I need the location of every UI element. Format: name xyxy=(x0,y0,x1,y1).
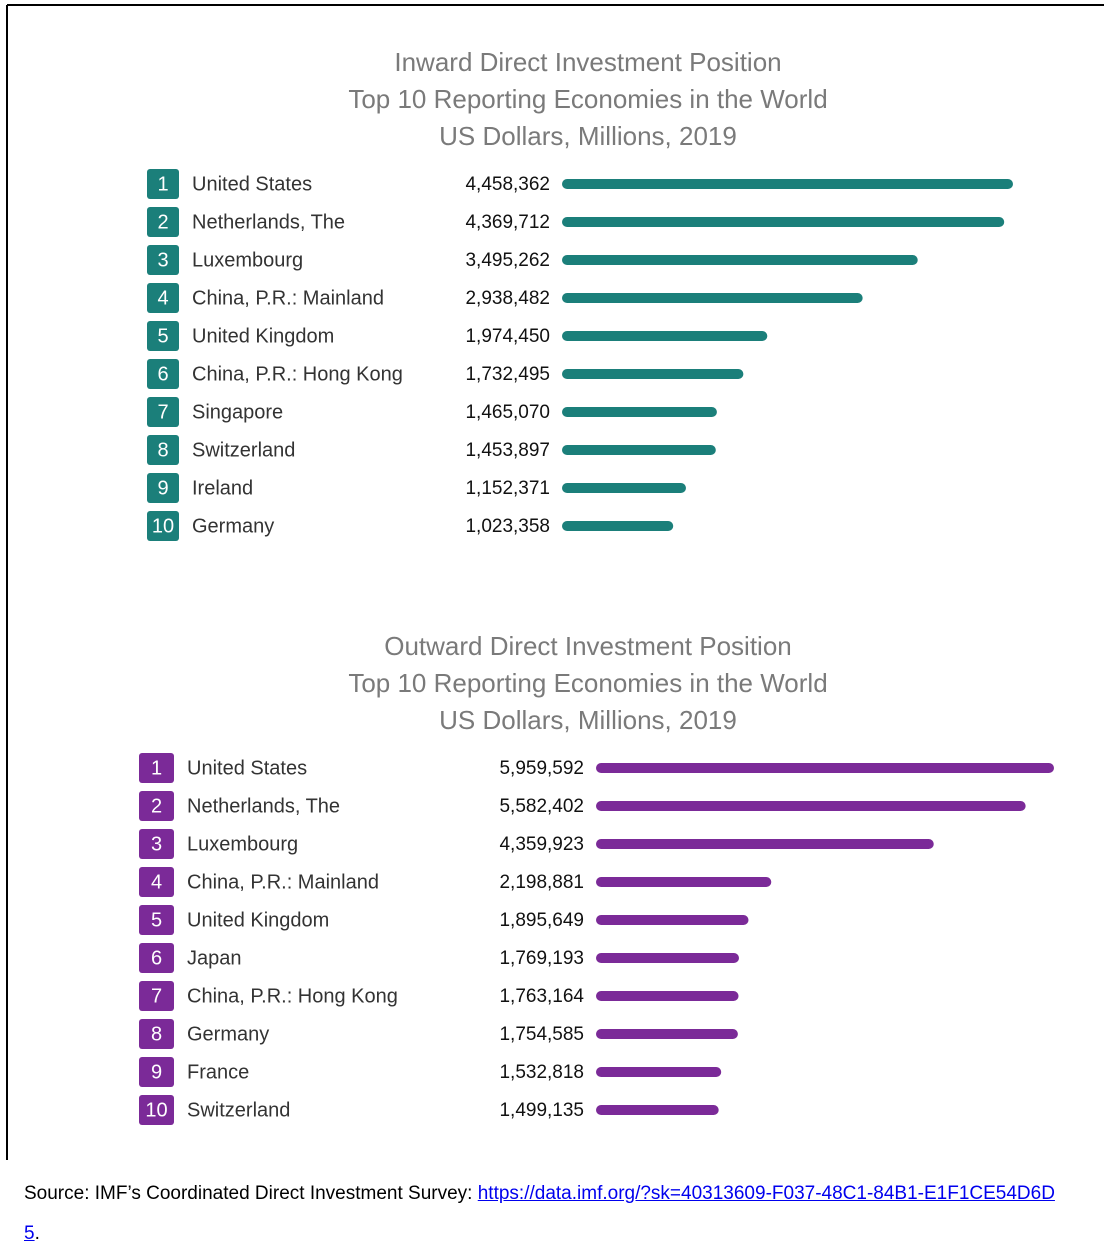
category-label: Luxembourg xyxy=(192,249,303,271)
rank: 6 xyxy=(151,947,162,969)
value-label: 1,769,193 xyxy=(499,948,584,969)
category-label: Switzerland xyxy=(187,1099,290,1121)
category-label: United States xyxy=(192,173,312,195)
value-label: 1,453,897 xyxy=(465,440,550,461)
category-label: Switzerland xyxy=(192,439,295,461)
rank: 1 xyxy=(151,757,162,779)
category-label: Germany xyxy=(192,515,274,537)
rank-badge xyxy=(147,207,179,237)
value-label: 4,359,923 xyxy=(499,834,584,855)
rank: 6 xyxy=(157,363,168,385)
rank-badge xyxy=(139,1095,174,1125)
value-label: 1,152,371 xyxy=(465,478,550,499)
category-label: Netherlands, The xyxy=(187,795,340,817)
category-label: China, P.R.: Hong Kong xyxy=(192,363,403,385)
value-label: 1,754,585 xyxy=(499,1024,584,1045)
rank: 7 xyxy=(151,985,162,1007)
rank-badge xyxy=(147,435,179,465)
rank: 1 xyxy=(157,173,168,195)
category-label: China, P.R.: Hong Kong xyxy=(187,985,398,1007)
value-label: 5,582,402 xyxy=(499,796,584,817)
rank-badge xyxy=(139,1019,174,1049)
value-label: 1,732,495 xyxy=(465,364,550,385)
rank: 10 xyxy=(152,515,174,537)
rank-badge xyxy=(139,981,174,1011)
category-label: Netherlands, The xyxy=(192,211,345,233)
source-suffix: . xyxy=(34,1223,40,1244)
value-label: 3,495,262 xyxy=(465,250,550,271)
rank-badge xyxy=(139,791,174,821)
rank-badge xyxy=(147,511,179,541)
rank-badge xyxy=(147,245,179,275)
rank-badge xyxy=(147,321,179,351)
rank: 10 xyxy=(145,1099,167,1121)
value-label: 2,938,482 xyxy=(465,288,550,309)
rank: 4 xyxy=(157,287,168,309)
category-label: Luxembourg xyxy=(187,833,298,855)
charts: Inward Direct Investment Position Top 10 … xyxy=(6,4,1104,1160)
value-label: 1,974,450 xyxy=(465,326,550,347)
rank-badge xyxy=(139,753,174,783)
category-label: United Kingdom xyxy=(187,909,329,931)
value-label: 1,895,649 xyxy=(499,910,584,931)
rank-badge xyxy=(147,359,179,389)
category-label: Ireland xyxy=(192,477,253,499)
rank-badge xyxy=(147,283,179,313)
rank-badge xyxy=(139,829,174,859)
rank: 9 xyxy=(157,477,168,499)
rank: 4 xyxy=(151,871,162,893)
rank-badge xyxy=(139,1057,174,1087)
category-label: United States xyxy=(187,757,307,779)
rank-badge xyxy=(139,943,174,973)
value-label: 4,458,362 xyxy=(465,174,550,195)
chart-units: US Dollars, Millions, 2019 xyxy=(439,121,737,151)
rank: 3 xyxy=(157,249,168,271)
category-label: Germany xyxy=(187,1023,269,1045)
value-label: 4,369,712 xyxy=(465,212,550,233)
rank: 7 xyxy=(157,401,168,423)
chart-subtitle: Top 10 Reporting Economies in the World xyxy=(348,84,827,114)
category-label: China, P.R.: Mainland xyxy=(192,287,384,309)
rank-badge xyxy=(147,169,179,199)
category-label: China, P.R.: Mainland xyxy=(187,871,379,893)
rank-badge xyxy=(147,473,179,503)
source-text: Source: IMF’s Coordinated Direct Investm… xyxy=(24,1183,473,1204)
rank: 2 xyxy=(157,211,168,233)
rank: 8 xyxy=(157,439,168,461)
value-label: 1,499,135 xyxy=(499,1100,584,1121)
rank-badge xyxy=(147,397,179,427)
rank: 5 xyxy=(151,909,162,931)
source: Source: IMF’s Coordinated Direct Investm… xyxy=(24,1174,1064,1254)
chart-title: Inward Direct Investment Position xyxy=(394,47,781,77)
category-label: Singapore xyxy=(192,401,283,423)
value-label: 1,532,818 xyxy=(499,1062,584,1083)
rank: 2 xyxy=(151,795,162,817)
chart-units: US Dollars, Millions, 2019 xyxy=(439,705,737,735)
category-label: France xyxy=(187,1061,249,1083)
category-label: Japan xyxy=(187,947,242,969)
value-label: 2,198,881 xyxy=(499,872,584,893)
rank: 3 xyxy=(151,833,162,855)
rank: 9 xyxy=(151,1061,162,1083)
value-label: 5,959,592 xyxy=(499,758,584,779)
value-label: 1,023,358 xyxy=(465,516,550,537)
chart-subtitle: Top 10 Reporting Economies in the World xyxy=(348,668,827,698)
source-link[interactable]: https://data.imf.org/?sk=40313609-F037-4… xyxy=(24,1183,1055,1244)
rank-badge xyxy=(139,905,174,935)
value-label: 1,763,164 xyxy=(499,986,584,1007)
rank-badge xyxy=(139,867,174,897)
rank: 5 xyxy=(157,325,168,347)
value-label: 1,465,070 xyxy=(465,402,550,423)
category-label: United Kingdom xyxy=(192,325,334,347)
rank: 8 xyxy=(151,1023,162,1045)
chart-title: Outward Direct Investment Position xyxy=(384,631,792,661)
